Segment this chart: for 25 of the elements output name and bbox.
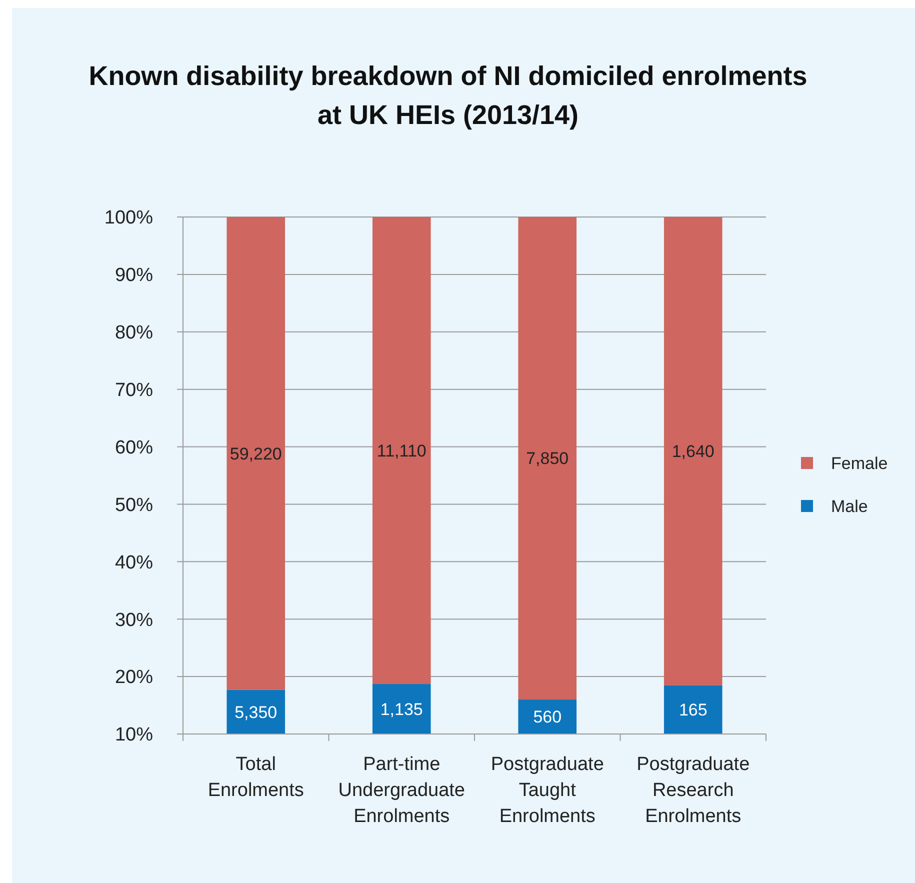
x-tick-label: Postgraduate Taught Enrolments [490,754,604,827]
annotation: 560 [533,708,562,727]
y-tick-label: 60% [114,437,154,458]
chart-title: Known disability breakdown of NI domiciled enrolments at UK HEIs (2013/14) [88,61,808,130]
y-tick-label: 10% [114,724,154,746]
annotation: 5,350 [234,702,278,722]
y-tick-label: 70% [114,380,154,401]
annotation: 11,110 [376,441,426,460]
legend-label: Female [831,454,888,473]
y-tick-label: 40% [114,552,154,574]
annotation: 1,640 [672,442,714,462]
legend-label: Male [831,496,868,516]
annotation: 7,850 [526,449,569,468]
y-tick-label: 100% [104,208,154,229]
y-tick-label: 80% [114,322,154,344]
x-tick-label: Total Enrolments [208,754,304,801]
annotation: 165 [678,700,708,720]
annotation: 59,220 [230,444,282,464]
y-tick-label: 50% [114,494,154,516]
annotation: 1,135 [380,700,423,719]
x-tick-label: Postgraduate Research Enrolments [636,754,750,827]
y-tick-label: 20% [114,667,154,688]
y-tick-label: 90% [114,265,154,286]
y-tick-label: 30% [114,610,154,631]
x-tick-label: Part-time Undergraduate Enrolments [338,754,466,827]
